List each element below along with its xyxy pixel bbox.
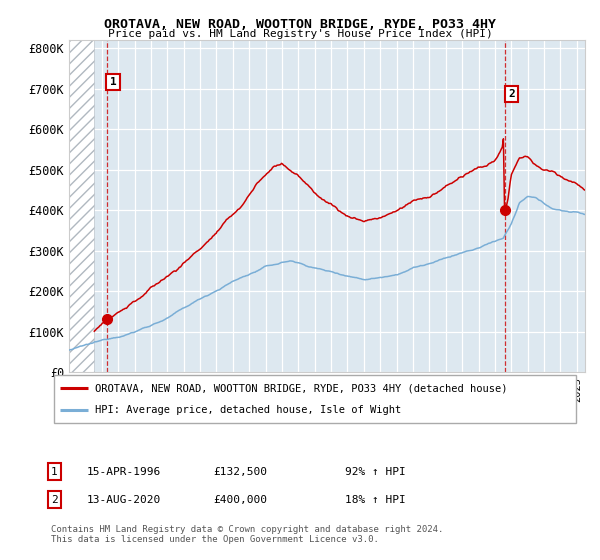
Text: 2: 2 xyxy=(508,89,515,99)
FancyBboxPatch shape xyxy=(54,375,576,423)
Text: £132,500: £132,500 xyxy=(213,466,267,477)
Text: OROTAVA, NEW ROAD, WOOTTON BRIDGE, RYDE, PO33 4HY (detached house): OROTAVA, NEW ROAD, WOOTTON BRIDGE, RYDE,… xyxy=(95,383,507,393)
Text: 13-AUG-2020: 13-AUG-2020 xyxy=(87,494,161,505)
Text: 92% ↑ HPI: 92% ↑ HPI xyxy=(345,466,406,477)
Text: OROTAVA, NEW ROAD, WOOTTON BRIDGE, RYDE, PO33 4HY: OROTAVA, NEW ROAD, WOOTTON BRIDGE, RYDE,… xyxy=(104,18,496,31)
Text: 1: 1 xyxy=(51,466,58,477)
Text: Price paid vs. HM Land Registry's House Price Index (HPI): Price paid vs. HM Land Registry's House … xyxy=(107,29,493,39)
Text: 15-APR-1996: 15-APR-1996 xyxy=(87,466,161,477)
Text: 2: 2 xyxy=(51,494,58,505)
Text: 1: 1 xyxy=(110,77,116,87)
Text: HPI: Average price, detached house, Isle of Wight: HPI: Average price, detached house, Isle… xyxy=(95,405,401,415)
Bar xyxy=(69,40,94,372)
Text: £400,000: £400,000 xyxy=(213,494,267,505)
Text: Contains HM Land Registry data © Crown copyright and database right 2024.
This d: Contains HM Land Registry data © Crown c… xyxy=(51,525,443,544)
Text: 18% ↑ HPI: 18% ↑ HPI xyxy=(345,494,406,505)
